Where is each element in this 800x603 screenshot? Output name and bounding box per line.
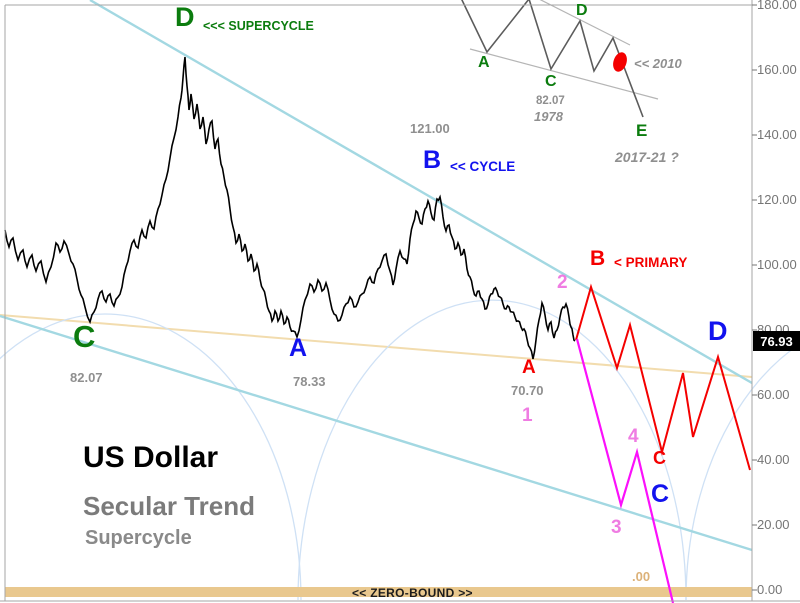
inset-a-label: A (478, 54, 490, 71)
inset-8207-value: 82.07 (536, 95, 565, 107)
axis-tick-20: 20.00 (757, 517, 790, 532)
supercycle-lower-trendline (0, 314, 753, 552)
wave-2-label: 2 (557, 272, 568, 293)
inset-e-label: E (636, 121, 648, 140)
zero-bound-band (5, 587, 752, 597)
primary-wave-projection-red (575, 283, 751, 471)
secular-c-label: C (73, 319, 96, 354)
wave-3-label: 3 (611, 517, 622, 538)
cycle-b-value: 121.00 (410, 121, 450, 136)
inset-2010-label: << 2010 (634, 56, 682, 71)
wave-4-label: 4 (628, 426, 639, 447)
wave-a-red-label: A (522, 357, 536, 378)
inset-triangle-line-1 (539, 0, 631, 46)
wave-a-blue-label: A (289, 334, 308, 362)
last-price-badge: 76.93 (753, 331, 800, 351)
axis-tick-140: 140.00 (757, 127, 797, 142)
inset-2010-marker (613, 52, 627, 72)
primary-b-label: B (590, 247, 606, 270)
inset-2017-21-label: 2017-21 ? (615, 149, 679, 165)
wave-c-blue-label: C (651, 480, 670, 508)
us-dollar-index-history (4, 56, 576, 360)
zero-tan-value: .00 (632, 569, 651, 584)
wave-c-red-label: C (653, 448, 666, 468)
wave-1-label: 1 (522, 405, 533, 426)
axis-tick-160: 160.00 (757, 62, 797, 77)
primary-note: < PRIMARY (614, 255, 688, 270)
supercycle-upper-trendline (89, 0, 753, 385)
secular-c-value: 82.07 (70, 370, 103, 385)
wave-d-blue-label: D (708, 316, 728, 346)
supercycle-note: <<< SUPERCYCLE (203, 19, 314, 33)
chart-subtitle: Secular Trend (83, 491, 255, 521)
inset-d-label: D (576, 2, 588, 19)
wave-a-red-value: 70.70 (511, 383, 544, 398)
inset-c-label: C (545, 73, 557, 90)
inset-zigzag (461, 0, 644, 118)
shallow-support-line (0, 314, 753, 378)
axis-tick-0: 0.00 (757, 582, 783, 597)
wave-a-blue-value: 78.33 (293, 374, 326, 389)
chart-title: US Dollar (83, 441, 219, 474)
cycle-arc-2 (297, 299, 687, 601)
axis-tick-40: 40.00 (757, 452, 790, 467)
axis-tick-180: 180.00 (757, 0, 797, 12)
axis-tick-120: 120.00 (757, 192, 797, 207)
axis-tick-60: 60.00 (757, 387, 790, 402)
inset-1978-label: 1978 (534, 109, 563, 124)
axis-tick-100: 100.00 (757, 257, 797, 272)
bear-path-projection-magenta (575, 338, 675, 603)
cycle-arc-3 (685, 342, 800, 601)
cycle-arc-1 (0, 313, 302, 601)
zero-bound-label: << ZERO-BOUND >> (352, 586, 473, 600)
cycle-note: << CYCLE (450, 159, 516, 174)
chart-subtitle-2: Supercycle (85, 527, 192, 549)
inset-triangle-line-2 (469, 48, 659, 100)
supercycle-d-label: D (175, 2, 195, 32)
cycle-b-label: B (423, 146, 442, 174)
